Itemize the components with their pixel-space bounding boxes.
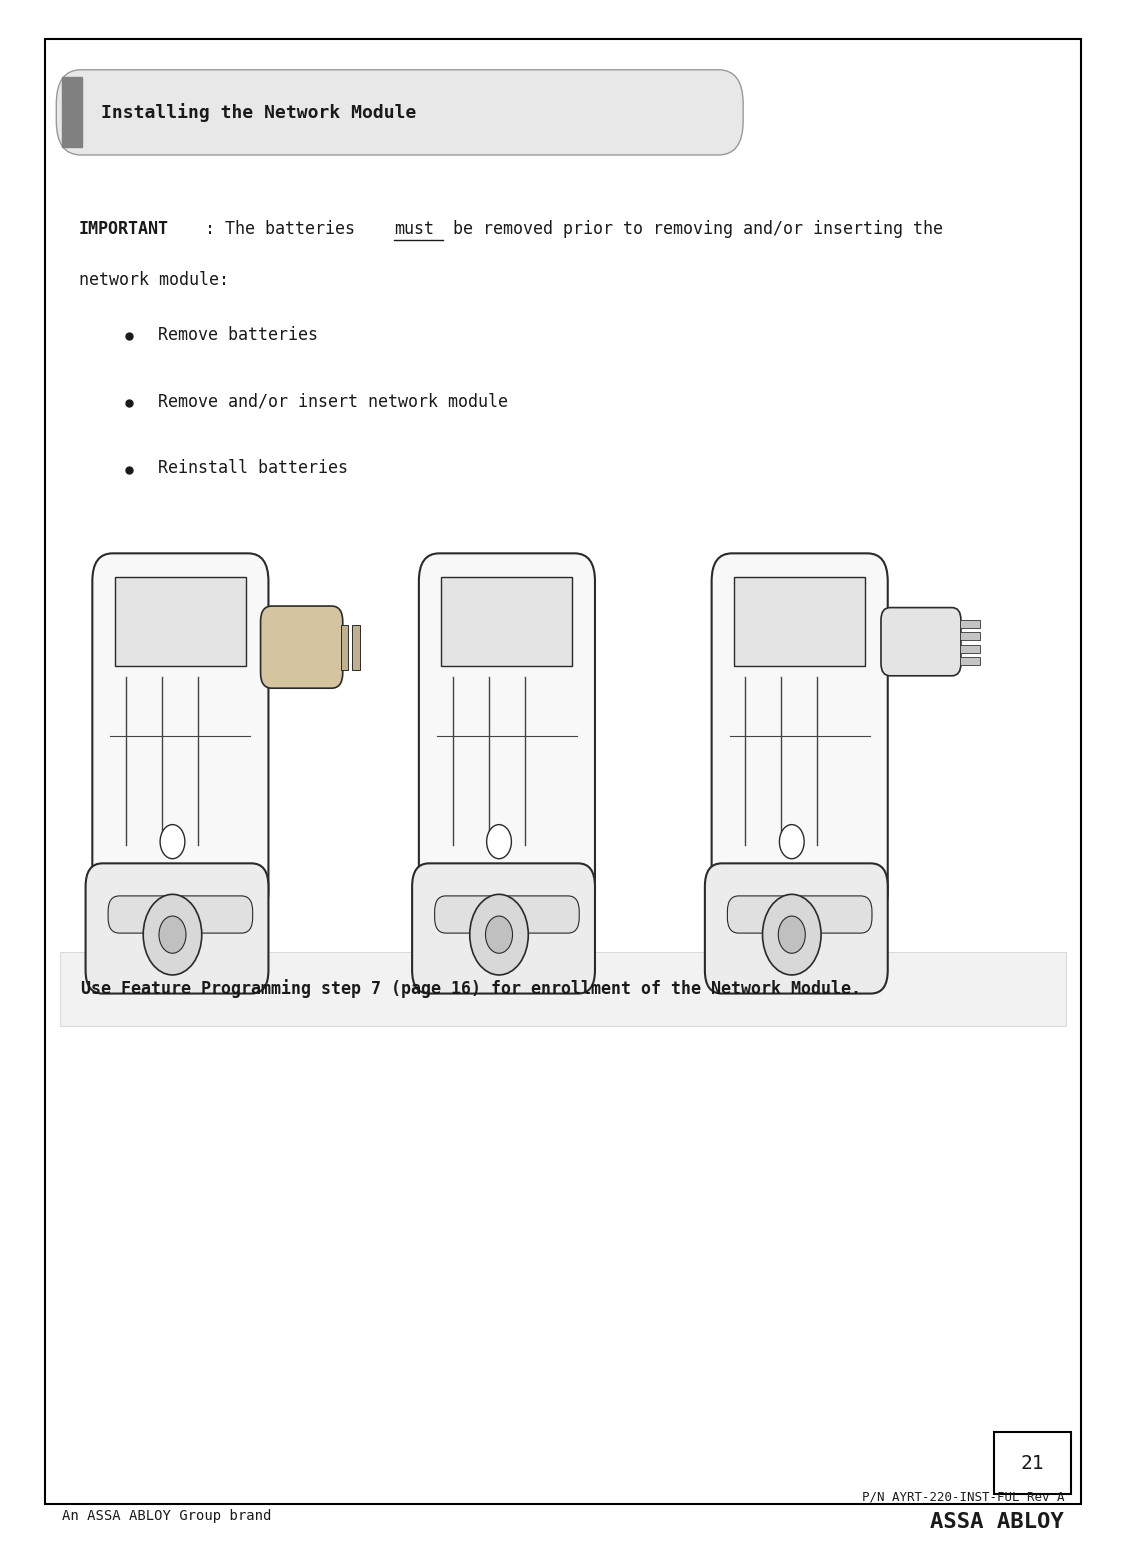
Bar: [959, 645, 980, 653]
Text: P/N AYRT-220-INST-FUL Rev A: P/N AYRT-220-INST-FUL Rev A: [861, 1491, 1064, 1504]
Circle shape: [159, 916, 186, 953]
Bar: [959, 657, 980, 665]
Text: ASSA ABLOY: ASSA ABLOY: [930, 1513, 1064, 1531]
FancyBboxPatch shape: [712, 553, 887, 919]
FancyBboxPatch shape: [727, 896, 872, 933]
Circle shape: [485, 916, 512, 953]
FancyBboxPatch shape: [92, 553, 268, 919]
FancyBboxPatch shape: [419, 553, 595, 919]
FancyBboxPatch shape: [881, 608, 960, 676]
Circle shape: [779, 825, 804, 859]
Circle shape: [143, 894, 202, 975]
Bar: [959, 632, 980, 640]
Circle shape: [470, 894, 528, 975]
FancyBboxPatch shape: [60, 952, 1066, 1026]
Circle shape: [762, 894, 821, 975]
Text: must: must: [394, 220, 435, 239]
FancyBboxPatch shape: [705, 863, 887, 994]
Text: network module:: network module:: [79, 271, 229, 290]
Circle shape: [778, 916, 805, 953]
Text: An ASSA ABLOY Group brand: An ASSA ABLOY Group brand: [62, 1508, 271, 1524]
FancyBboxPatch shape: [108, 896, 252, 933]
Bar: [62, 78, 82, 147]
Circle shape: [486, 825, 511, 859]
FancyBboxPatch shape: [412, 863, 595, 994]
Text: : The batteries: : The batteries: [205, 220, 365, 239]
Text: Reinstall batteries: Reinstall batteries: [158, 459, 348, 477]
Bar: [734, 577, 865, 666]
Bar: [340, 625, 348, 670]
Text: IMPORTANT: IMPORTANT: [79, 220, 169, 239]
Bar: [994, 1432, 1071, 1494]
Text: Installing the Network Module: Installing the Network Module: [101, 102, 417, 122]
FancyBboxPatch shape: [260, 606, 342, 688]
Circle shape: [160, 825, 185, 859]
Bar: [115, 577, 245, 666]
Text: Remove batteries: Remove batteries: [158, 326, 318, 344]
FancyBboxPatch shape: [56, 70, 743, 155]
Bar: [959, 620, 980, 628]
Text: be removed prior to removing and/or inserting the: be removed prior to removing and/or inse…: [443, 220, 942, 239]
Bar: [441, 577, 572, 666]
Text: 21: 21: [1021, 1454, 1044, 1472]
FancyBboxPatch shape: [435, 896, 579, 933]
Bar: [351, 625, 359, 670]
Text: Use Feature Programming step 7 (page 16) for enrollment of the Network Module.: Use Feature Programming step 7 (page 16)…: [81, 980, 861, 998]
FancyBboxPatch shape: [86, 863, 268, 994]
Text: Remove and/or insert network module: Remove and/or insert network module: [158, 392, 508, 411]
